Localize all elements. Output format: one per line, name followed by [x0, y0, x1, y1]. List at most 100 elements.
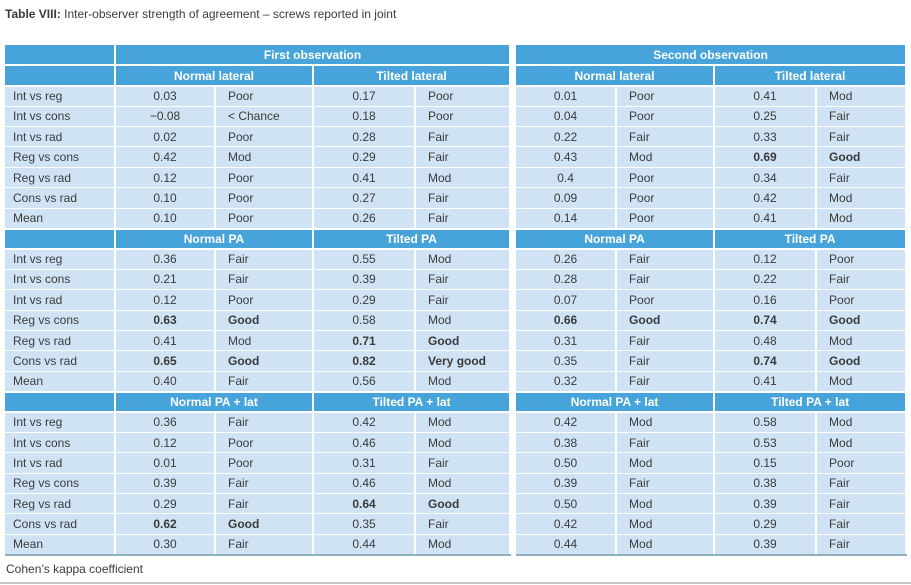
- kappa-value: 0.4: [516, 166, 618, 188]
- column-gap: [510, 106, 517, 127]
- kappa-value: 0.30: [115, 533, 216, 556]
- agreement-rating: Poor: [816, 452, 908, 474]
- agreement-rating: Fair: [816, 472, 908, 494]
- agreement-rating: Mod: [415, 309, 512, 331]
- column-gap: [510, 45, 517, 66]
- agreement-rating: Fair: [816, 166, 908, 188]
- kappa-value: 0.26: [516, 248, 618, 270]
- kappa-value: 0.21: [115, 268, 216, 290]
- agreement-rating: Mod: [816, 431, 908, 453]
- agreement-rating: Fair: [616, 431, 716, 453]
- agreement-rating: Poor: [616, 85, 716, 107]
- kappa-value: 0.43: [516, 146, 618, 168]
- kappa-value: 0.40: [115, 370, 216, 392]
- agreement-rating: Fair: [415, 187, 512, 209]
- agreement-rating: Mod: [816, 187, 908, 209]
- column-gap: [510, 330, 517, 351]
- agreement-rating: Fair: [215, 533, 314, 556]
- column-gap: [510, 187, 517, 209]
- agreement-rating: Mod: [415, 248, 512, 270]
- agreement-rating: Mod: [616, 146, 716, 168]
- agreement-rating: Mod: [415, 411, 512, 433]
- row-label: Int vs reg: [5, 411, 116, 433]
- agreement-table: First observation Second observation Norma…: [5, 45, 908, 556]
- kappa-value: 0.31: [313, 452, 416, 474]
- column-gap: [510, 350, 517, 372]
- kappa-value: 0.18: [313, 105, 416, 127]
- agreement-rating: Poor: [215, 187, 314, 209]
- kappa-value: 0.29: [714, 513, 818, 535]
- kappa-value: 0.42: [516, 513, 618, 535]
- agreement-rating: Poor: [215, 85, 314, 107]
- agreement-rating: Good: [415, 329, 512, 351]
- kappa-value: 0.58: [714, 411, 818, 433]
- page-divider: [0, 582, 911, 584]
- section-header-row: Normal PA + lat Tilted PA + lat Normal PA …: [5, 390, 908, 414]
- kappa-value: 0.38: [516, 431, 618, 453]
- kappa-value: 0.63: [115, 309, 216, 331]
- kappa-value: 0.36: [115, 411, 216, 433]
- agreement-rating: Poor: [215, 431, 314, 453]
- kappa-value: 0.65: [115, 350, 216, 372]
- row-label: Reg vs rad: [5, 166, 116, 188]
- row-label: Reg vs cons: [5, 146, 116, 168]
- kappa-value: 0.12: [115, 289, 216, 311]
- agreement-rating: Mod: [616, 452, 716, 474]
- table-row: Cons vs rad 0.65 Good 0.82 Very good 0.35 Fair…: [5, 350, 908, 372]
- kappa-value: 0.48: [714, 329, 818, 351]
- row-label: Int vs rad: [5, 289, 116, 311]
- group-header: Tilted PA: [313, 227, 512, 250]
- agreement-rating: Mod: [816, 329, 908, 351]
- kappa-value: 0.62: [115, 513, 216, 535]
- kappa-value: 0.12: [115, 166, 216, 188]
- row-label: Cons vs rad: [5, 350, 116, 372]
- agreement-rating: Fair: [215, 472, 314, 494]
- kappa-value: 0.27: [313, 187, 416, 209]
- kappa-value: 0.39: [714, 533, 818, 556]
- agreement-rating: Mod: [215, 146, 314, 168]
- row-label: Int vs reg: [5, 248, 116, 270]
- agreement-rating: Poor: [215, 166, 314, 188]
- agreement-rating: Fair: [816, 533, 908, 556]
- kappa-value: 0.14: [516, 207, 618, 229]
- kappa-value: 0.04: [516, 105, 618, 127]
- agreement-rating: Mod: [415, 370, 512, 392]
- agreement-rating: Poor: [415, 105, 512, 127]
- kappa-value: 0.39: [516, 472, 618, 494]
- row-label: Mean: [5, 370, 116, 392]
- kappa-value: 0.29: [115, 493, 216, 514]
- agreement-rating: Mod: [816, 370, 908, 392]
- agreement-rating: Fair: [816, 513, 908, 535]
- table-caption: Table VIII: Inter-observer strength of a…: [0, 0, 911, 21]
- kappa-value: 0.01: [516, 85, 618, 107]
- kappa-value: 0.69: [714, 146, 818, 168]
- table-row: Mean 0.40 Fair 0.56 Mod 0.32 Fair 0.41 Mod: [5, 370, 908, 392]
- column-gap: [510, 452, 517, 474]
- column-gap: [510, 248, 517, 270]
- agreement-rating: Fair: [415, 207, 512, 229]
- column-gap: [510, 534, 517, 555]
- kappa-value: 0.31: [516, 329, 618, 351]
- kappa-value: 0.16: [714, 289, 818, 311]
- table-footnote: Cohen’s kappa coefficient: [6, 562, 143, 576]
- row-label: Reg vs cons: [5, 309, 116, 331]
- agreement-rating: Fair: [816, 268, 908, 290]
- kappa-value: 0.28: [313, 126, 416, 147]
- agreement-rating: Mod: [616, 493, 716, 514]
- column-gap: [510, 289, 517, 311]
- kappa-value: 0.02: [115, 126, 216, 147]
- agreement-rating: Fair: [215, 411, 314, 433]
- observation-header-row: First observation Second observation: [5, 45, 908, 67]
- table-number: Table VIII:: [5, 7, 61, 21]
- table-row: Reg vs rad 0.12 Poor 0.41 Mod 0.4 Poor 0.34 Fair: [5, 166, 908, 188]
- table-row: Int vs reg 0.36 Fair 0.42 Mod 0.42 Mod 0.58 Mod: [5, 411, 908, 433]
- table-row: Int vs reg 0.36 Fair 0.55 Mod 0.26 Fair 0.12 Poo…: [5, 248, 908, 270]
- kappa-value: 0.29: [313, 146, 416, 168]
- agreement-rating: Good: [415, 493, 512, 514]
- kappa-value: 0.15: [714, 452, 818, 474]
- column-gap: [510, 493, 517, 514]
- agreement-rating: Fair: [215, 370, 314, 392]
- agreement-rating: Poor: [215, 452, 314, 474]
- table-row: Int vs cons 0.21 Fair 0.39 Fair 0.28 Fair 0.22 F…: [5, 268, 908, 290]
- table-row: Mean 0.30 Fair 0.44 Mod 0.44 Mod 0.39 Fair: [5, 533, 908, 556]
